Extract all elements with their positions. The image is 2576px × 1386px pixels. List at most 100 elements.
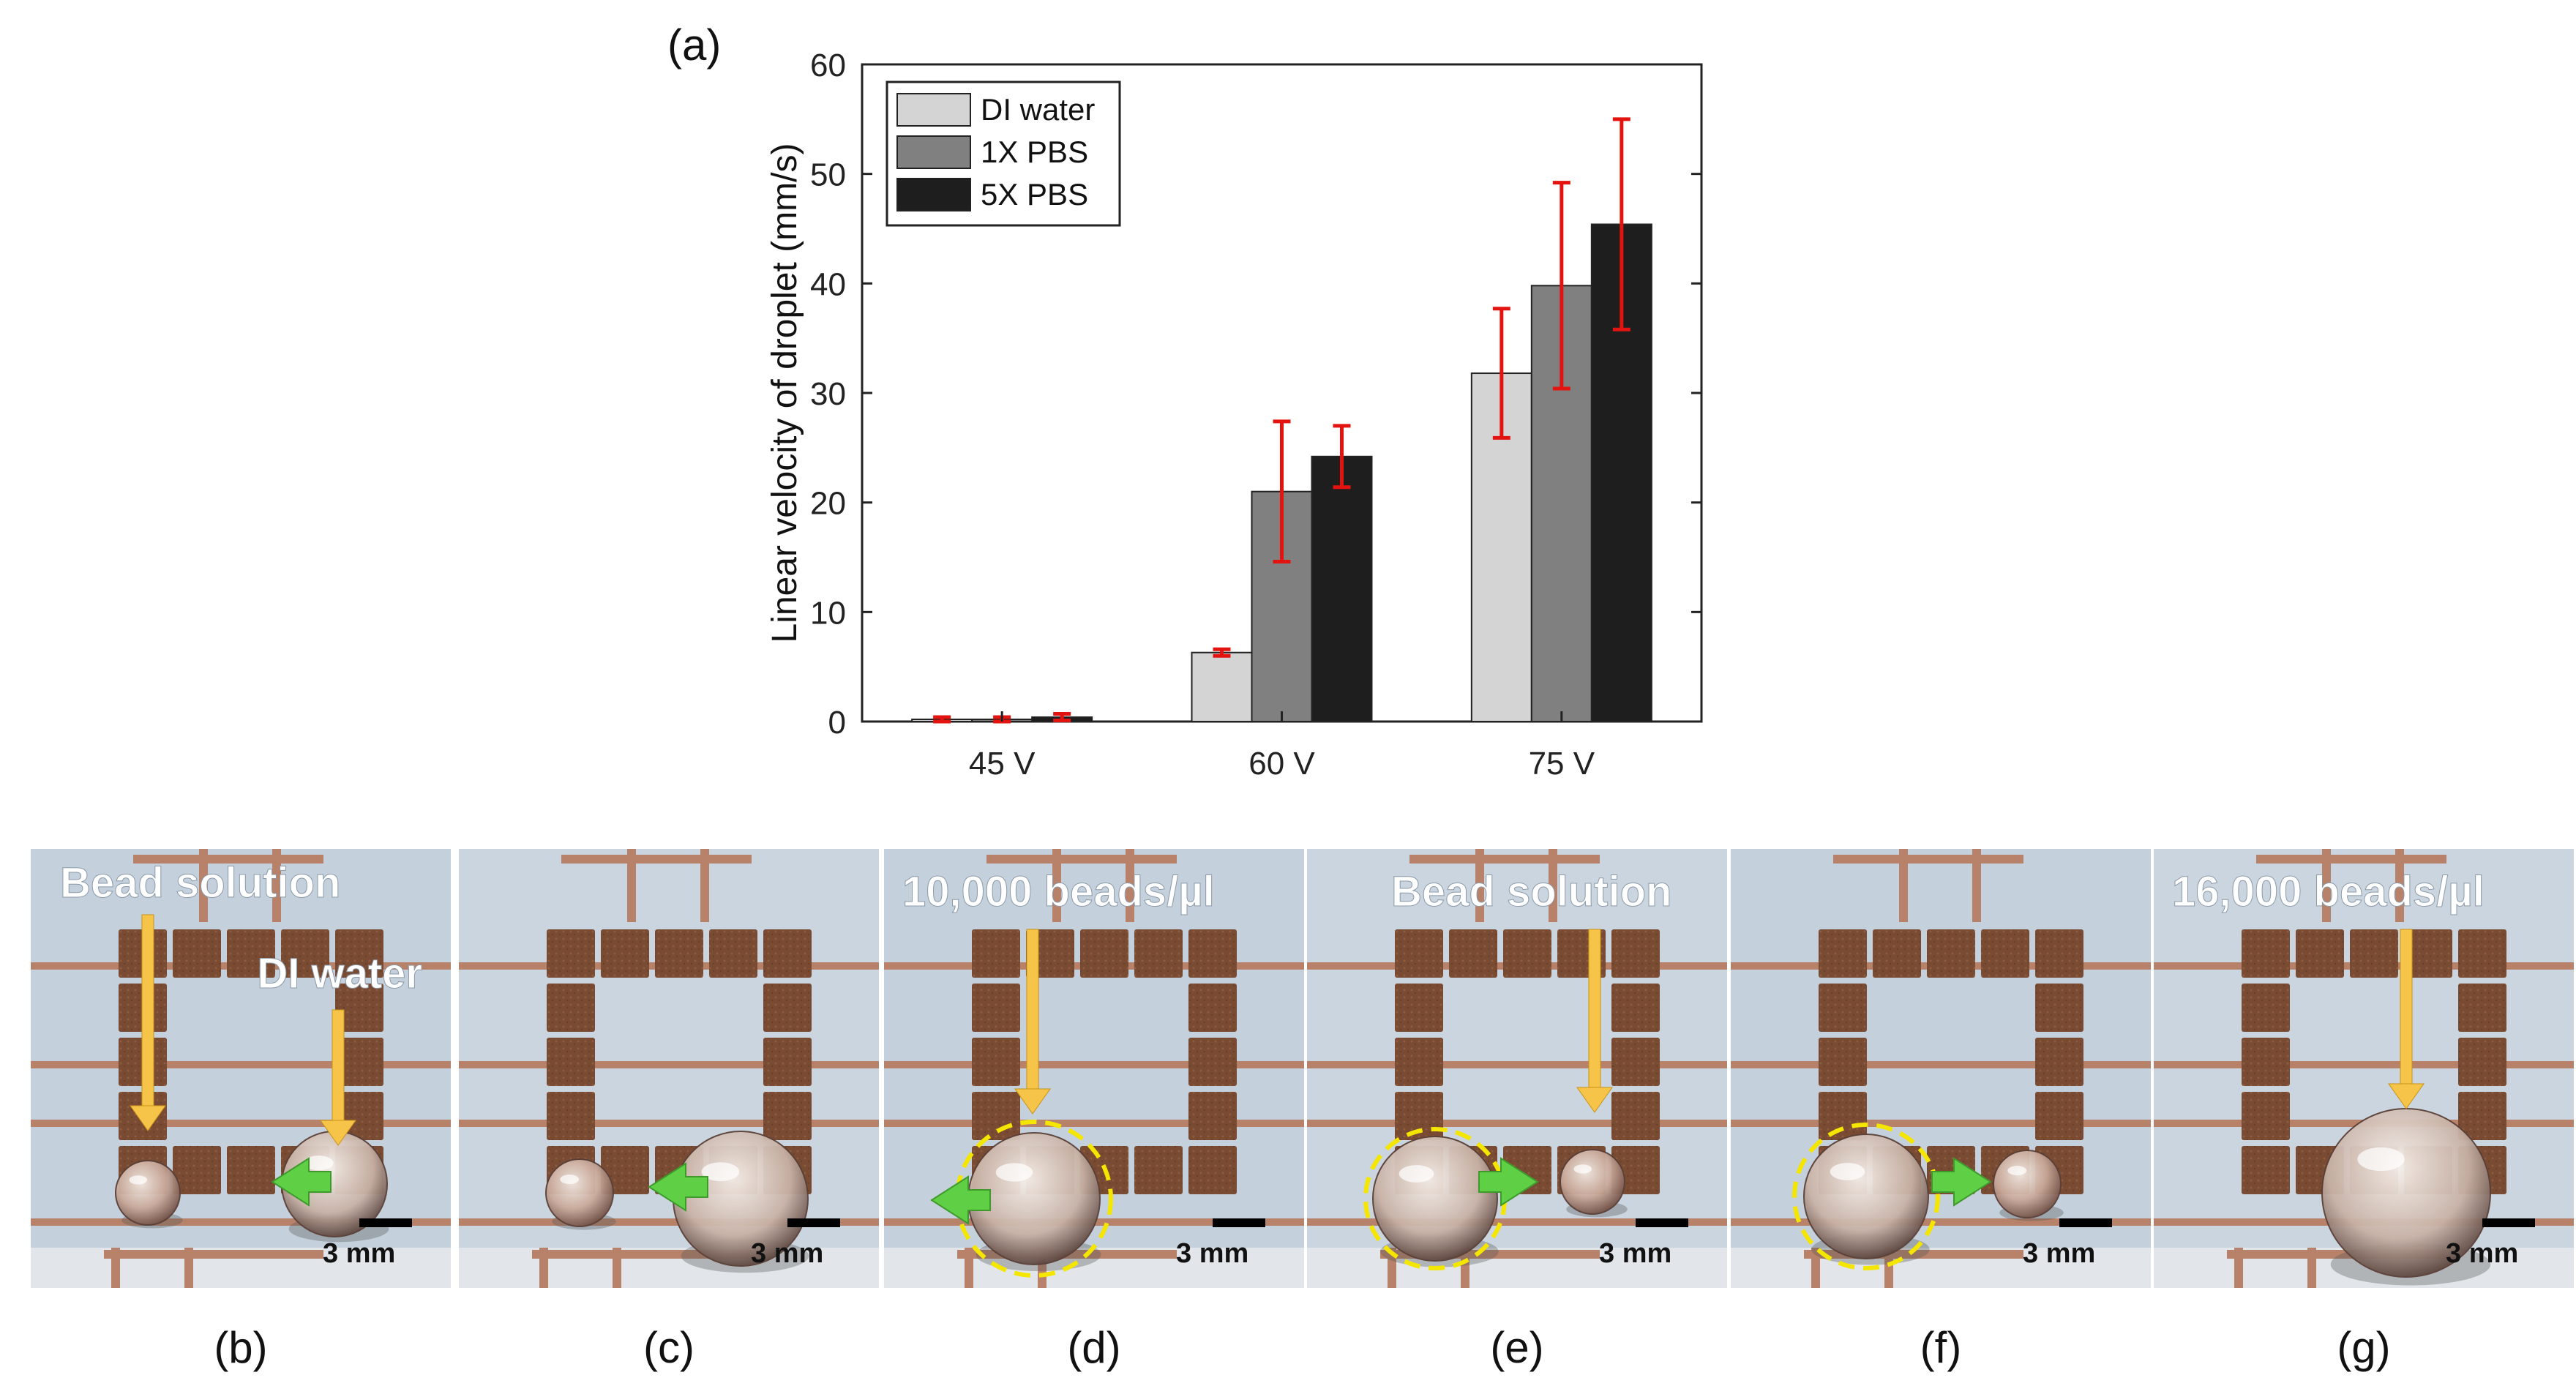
electrode-pad <box>1873 929 1921 978</box>
electrode-pad <box>173 929 221 978</box>
droplet-highlight <box>701 1162 740 1182</box>
panel-annotation: DI water <box>257 950 422 997</box>
electrode-pad <box>1188 1146 1237 1194</box>
copper-trace <box>104 1250 323 1259</box>
bar-chart: (a) 0 10 20 30 40 50 60 45 V 60 V 75 V Linear vel… <box>667 20 1703 776</box>
electrode-pad <box>2035 1092 2083 1140</box>
electrode-pad <box>1134 929 1183 978</box>
bead-droplet <box>1560 1149 1625 1215</box>
electrode-pad <box>972 1038 1020 1086</box>
electrode-pad <box>1134 1146 1183 1194</box>
droplet-highlight <box>1399 1165 1434 1183</box>
error-bar <box>933 715 951 724</box>
copper-trace <box>561 855 752 864</box>
move-right-arrow <box>1931 1157 1992 1207</box>
copper-trace <box>1833 855 2023 864</box>
electrode-pad <box>2458 1092 2506 1140</box>
copper-trace <box>459 1218 879 1226</box>
bar-di-water <box>1191 651 1253 723</box>
electrode-pad <box>1611 984 1660 1032</box>
panel-caption: (d) <box>1067 1323 1120 1372</box>
copper-trace <box>1731 1218 2151 1226</box>
electrode-pad <box>2242 929 2290 978</box>
scale-bar <box>1213 1218 1265 1227</box>
scale-bar-label: 3 mm <box>323 1238 395 1269</box>
electrode-pad <box>547 929 595 978</box>
legend-swatch <box>896 135 971 169</box>
y-tick-label: 60 <box>810 48 846 83</box>
droplet-highlight <box>995 1163 1033 1182</box>
copper-trace <box>272 849 281 922</box>
pointer-arrow <box>1576 929 1613 1113</box>
copper-trace <box>1126 849 1134 922</box>
electrode-pad <box>2242 1038 2290 1086</box>
electrode-pad <box>1819 1092 1867 1140</box>
photo-panel: Bead solution 3 mm <box>1307 849 1727 1288</box>
photo-panel: 16,000 beads/µl 3 mm <box>2154 849 2574 1288</box>
x-tick-label: 45 V <box>969 746 1036 776</box>
electrode-pad <box>335 984 383 1032</box>
electrode-pad <box>2242 1092 2290 1140</box>
copper-trace <box>700 849 709 922</box>
copper-trace <box>2154 1061 2574 1068</box>
move-left-arrow <box>271 1157 332 1207</box>
move-left-arrow <box>648 1162 708 1212</box>
panel-annotation: 16,000 beads/µl <box>2172 868 2485 915</box>
electrode-pad <box>601 1146 649 1194</box>
pointer-arrow <box>2388 929 2425 1109</box>
highlight-circle <box>1792 1123 1940 1270</box>
scale-bar-label: 3 mm <box>2446 1238 2518 1269</box>
photo-panel: 10,000 beads/µl 3 mm <box>884 849 1304 1288</box>
droplet-highlight <box>1573 1164 1592 1174</box>
photo-panel: Bead solution DI water 3 mm <box>31 849 451 1288</box>
electrode-pad <box>1611 1092 1660 1140</box>
electrode-pad <box>227 929 275 978</box>
copper-trace <box>884 1120 1304 1127</box>
error-bar <box>1053 712 1071 723</box>
electrode-pad <box>547 1038 595 1086</box>
y-axis-label: Linear velocity of droplet (mm/s) <box>765 143 804 643</box>
panel-caption: (f) <box>1920 1323 1962 1372</box>
electrode-pad <box>2035 984 2083 1032</box>
bead-droplet <box>545 1158 614 1227</box>
error-bar <box>1333 424 1351 490</box>
photo-panel: 3 mm <box>459 849 879 1288</box>
scale-bar-label: 3 mm <box>751 1238 823 1269</box>
electrode-pad <box>227 1146 275 1194</box>
legend-label: 1X PBS <box>981 135 1088 169</box>
electrode-pad <box>763 984 812 1032</box>
electrode-pad <box>547 1092 595 1140</box>
electrode-pad <box>655 929 703 978</box>
droplet-highlight <box>2357 1147 2405 1172</box>
copper-trace <box>459 1061 879 1068</box>
legend: DI water 1X PBS 5X PBS <box>886 80 1121 227</box>
copper-trace <box>1307 1120 1727 1127</box>
electrode-pad <box>1188 1038 1237 1086</box>
electrode-pad <box>763 1092 812 1140</box>
y-tick-label: 0 <box>828 705 846 741</box>
droplet-highlight <box>129 1175 148 1185</box>
copper-trace <box>199 849 208 922</box>
electrode-pad <box>1819 1038 1867 1086</box>
copper-trace <box>884 1061 1304 1068</box>
y-tick-label: 40 <box>810 266 846 302</box>
electrode-pad <box>2350 929 2398 978</box>
electrode-pad <box>601 929 649 978</box>
electrode-pad <box>763 1038 812 1086</box>
error-bar <box>1213 647 1231 658</box>
copper-trace <box>1731 1120 2151 1127</box>
electrode-pad <box>335 929 383 978</box>
panel-annotation: Bead solution <box>60 859 340 907</box>
copper-trace <box>1409 855 1600 864</box>
electrode-pad <box>1188 929 1237 978</box>
copper-trace <box>532 1250 752 1259</box>
copper-trace <box>2395 849 2404 922</box>
move-right-arrow <box>1478 1157 1539 1207</box>
electrode-pad <box>335 1038 383 1086</box>
electrode-pad <box>2404 929 2452 978</box>
bead-droplet <box>115 1160 181 1226</box>
y-tick-label: 20 <box>810 486 846 522</box>
copper-trace <box>1549 849 1557 922</box>
electrode-pad <box>2035 1038 2083 1086</box>
legend-swatch <box>896 93 971 127</box>
